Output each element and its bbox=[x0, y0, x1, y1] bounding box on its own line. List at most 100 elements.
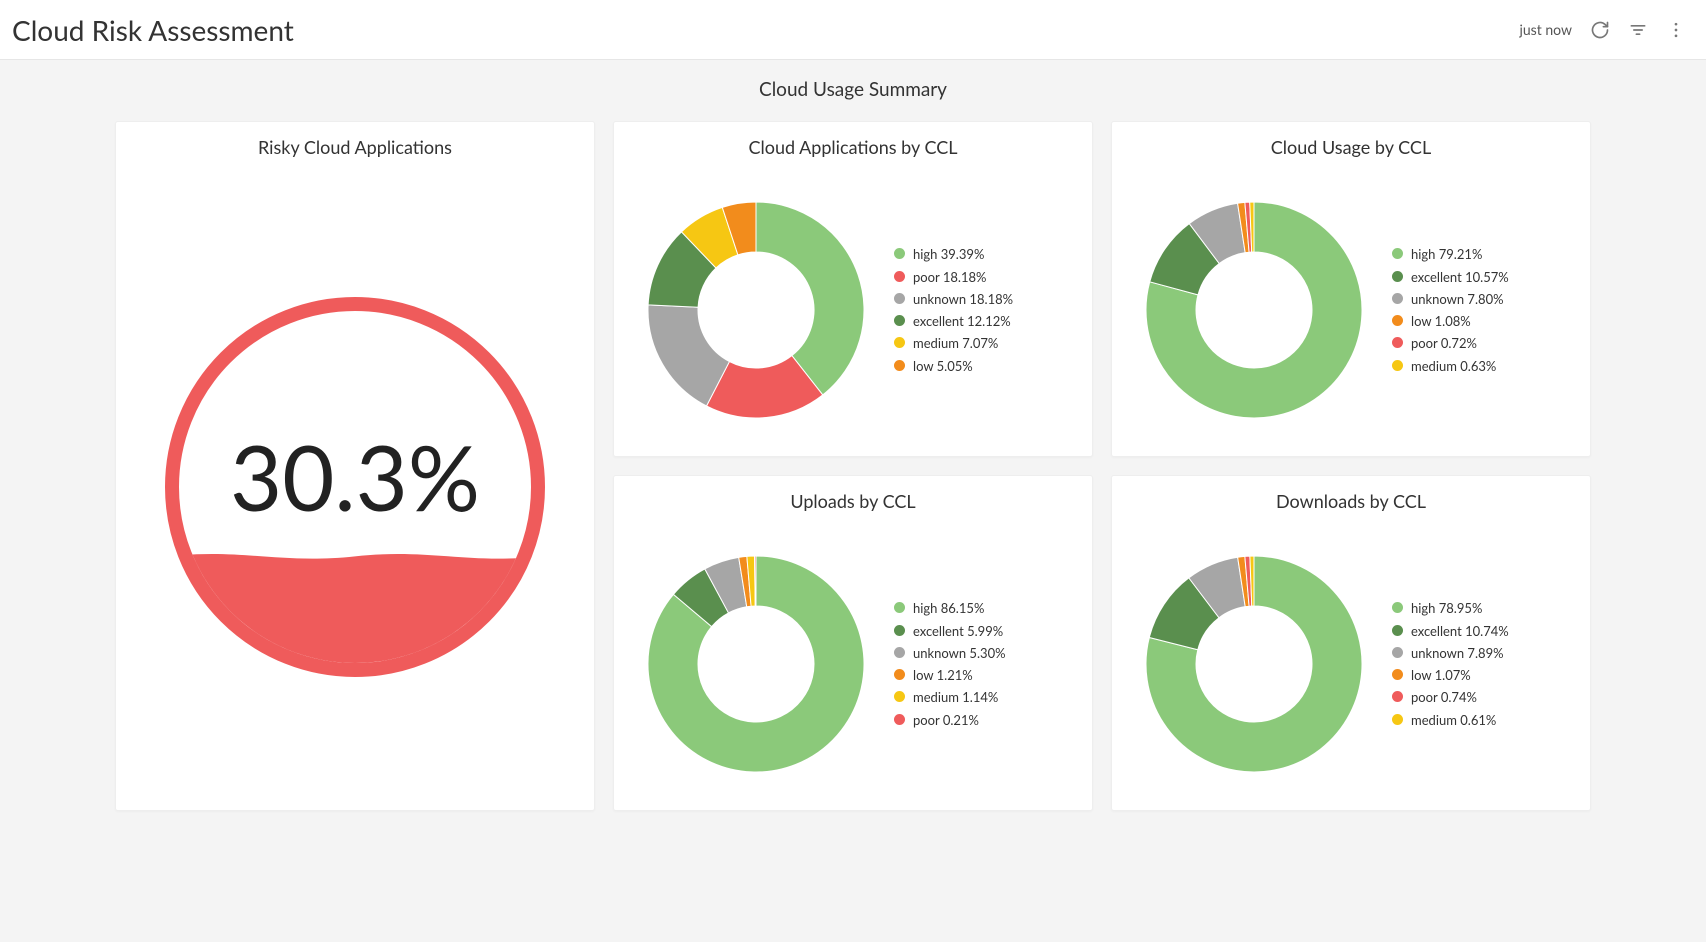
legend-item[interactable]: high 86.15% bbox=[894, 600, 1006, 616]
legend-label: medium 1.14% bbox=[913, 689, 998, 705]
legend-item[interactable]: excellent 10.74% bbox=[1392, 623, 1509, 639]
legend-swatch-icon bbox=[894, 669, 905, 680]
legend-label: low 5.05% bbox=[913, 358, 973, 374]
legend-swatch-icon bbox=[1392, 625, 1403, 636]
card-title: Cloud Usage by CCL bbox=[1112, 122, 1590, 164]
legend-item[interactable]: excellent 5.99% bbox=[894, 623, 1006, 639]
donut-chart-uploads[interactable] bbox=[636, 544, 876, 784]
donut-slice[interactable] bbox=[755, 556, 756, 606]
legend-label: poor 18.18% bbox=[913, 269, 986, 285]
legend-swatch-icon bbox=[894, 360, 905, 371]
legend-item[interactable]: high 79.21% bbox=[1392, 246, 1509, 262]
legend-item[interactable]: low 1.21% bbox=[894, 667, 1006, 683]
legend-label: unknown 7.89% bbox=[1411, 645, 1504, 661]
card-title: Risky Cloud Applications bbox=[116, 122, 594, 164]
dashboard-grid: Risky Cloud Applications 30.3% Cloud App… bbox=[0, 107, 1706, 825]
legend-swatch-icon bbox=[1392, 602, 1403, 613]
page-header: Cloud Risk Assessment just now bbox=[0, 0, 1706, 60]
header-actions: just now bbox=[1520, 20, 1686, 40]
legend-item[interactable]: medium 7.07% bbox=[894, 335, 1013, 351]
risky-gauge-chart[interactable]: 30.3% bbox=[140, 272, 570, 702]
legend-uploads: high 86.15% excellent 5.99% unknown 5.30% l… bbox=[894, 600, 1006, 728]
legend-label: high 86.15% bbox=[913, 600, 984, 616]
legend-label: poor 0.21% bbox=[913, 712, 979, 728]
legend-label: unknown 7.80% bbox=[1411, 291, 1504, 307]
legend-swatch-icon bbox=[1392, 248, 1403, 259]
legend-label: medium 0.61% bbox=[1411, 712, 1496, 728]
legend-item[interactable]: high 39.39% bbox=[894, 246, 1013, 262]
legend-item[interactable]: unknown 7.80% bbox=[1392, 291, 1509, 307]
legend-item[interactable]: poor 0.74% bbox=[1392, 689, 1509, 705]
legend-label: low 1.07% bbox=[1411, 667, 1471, 683]
card-usage-by-ccl: Cloud Usage by CCL high 79.21% excellent … bbox=[1111, 121, 1591, 457]
legend-swatch-icon bbox=[894, 271, 905, 282]
card-body: high 79.21% excellent 10.57% unknown 7.80%… bbox=[1112, 164, 1590, 456]
legend-swatch-icon bbox=[1392, 293, 1403, 304]
legend-swatch-icon bbox=[894, 602, 905, 613]
legend-swatch-icon bbox=[894, 625, 905, 636]
legend-label: unknown 18.18% bbox=[913, 291, 1013, 307]
legend-swatch-icon bbox=[894, 293, 905, 304]
card-body: 30.3% bbox=[116, 164, 594, 810]
card-uploads-by-ccl: Uploads by CCL high 86.15%excellent 5.99… bbox=[613, 475, 1093, 811]
legend-item[interactable]: excellent 10.57% bbox=[1392, 269, 1509, 285]
legend-label: excellent 12.12% bbox=[913, 313, 1011, 329]
legend-item[interactable]: excellent 12.12% bbox=[894, 313, 1013, 329]
legend-label: high 39.39% bbox=[913, 246, 984, 262]
legend-label: high 78.95% bbox=[1411, 600, 1482, 616]
legend-usage: high 79.21% excellent 10.57% unknown 7.80%… bbox=[1392, 246, 1509, 374]
card-body: high 78.95% excellent 10.74% unknown 7.89%… bbox=[1112, 518, 1590, 810]
legend-item[interactable]: poor 0.72% bbox=[1392, 335, 1509, 351]
card-title: Cloud Applications by CCL bbox=[614, 122, 1092, 164]
svg-text:30.3%: 30.3% bbox=[230, 423, 480, 531]
legend-label: excellent 10.57% bbox=[1411, 269, 1509, 285]
section-title: Cloud Usage Summary bbox=[0, 60, 1706, 107]
more-vert-icon[interactable] bbox=[1666, 20, 1686, 40]
legend-label: low 1.21% bbox=[913, 667, 973, 683]
page-title: Cloud Risk Assessment bbox=[12, 13, 1520, 47]
legend-item[interactable]: unknown 7.89% bbox=[1392, 645, 1509, 661]
card-body: high 86.15% excellent 5.99% unknown 5.30% l… bbox=[614, 518, 1092, 810]
legend-item[interactable]: medium 1.14% bbox=[894, 689, 1006, 705]
legend-label: excellent 10.74% bbox=[1411, 623, 1509, 639]
legend-label: poor 0.72% bbox=[1411, 335, 1477, 351]
legend-swatch-icon bbox=[1392, 315, 1403, 326]
donut-chart-downloads[interactable] bbox=[1134, 544, 1374, 784]
legend-downloads: high 78.95% excellent 10.74% unknown 7.89%… bbox=[1392, 600, 1509, 728]
filter-icon[interactable] bbox=[1628, 20, 1648, 40]
refresh-icon[interactable] bbox=[1590, 20, 1610, 40]
legend-swatch-icon bbox=[1392, 271, 1403, 282]
legend-label: poor 0.74% bbox=[1411, 689, 1477, 705]
legend-label: low 1.08% bbox=[1411, 313, 1471, 329]
legend-apps: high 39.39% poor 18.18% unknown 18.18% exce… bbox=[894, 246, 1013, 374]
card-body: high 39.39% poor 18.18% unknown 18.18% exce… bbox=[614, 164, 1092, 456]
legend-item[interactable]: medium 0.61% bbox=[1392, 712, 1509, 728]
legend-item[interactable]: high 78.95% bbox=[1392, 600, 1509, 616]
legend-label: medium 7.07% bbox=[913, 335, 998, 351]
legend-item[interactable]: medium 0.63% bbox=[1392, 358, 1509, 374]
legend-swatch-icon bbox=[1392, 647, 1403, 658]
legend-item[interactable]: unknown 18.18% bbox=[894, 291, 1013, 307]
legend-label: excellent 5.99% bbox=[913, 623, 1003, 639]
card-risky-apps: Risky Cloud Applications 30.3% bbox=[115, 121, 595, 811]
legend-swatch-icon bbox=[894, 691, 905, 702]
donut-chart-usage[interactable] bbox=[1134, 190, 1374, 430]
legend-swatch-icon bbox=[1392, 360, 1403, 371]
donut-chart-apps[interactable] bbox=[636, 190, 876, 430]
legend-item[interactable]: low 1.08% bbox=[1392, 313, 1509, 329]
legend-item[interactable]: low 5.05% bbox=[894, 358, 1013, 374]
legend-swatch-icon bbox=[894, 315, 905, 326]
legend-item[interactable]: poor 18.18% bbox=[894, 269, 1013, 285]
legend-swatch-icon bbox=[1392, 714, 1403, 725]
legend-swatch-icon bbox=[1392, 669, 1403, 680]
card-apps-by-ccl: Cloud Applications by CCL high 39.39% poo… bbox=[613, 121, 1093, 457]
legend-swatch-icon bbox=[894, 647, 905, 658]
legend-item[interactable]: low 1.07% bbox=[1392, 667, 1509, 683]
legend-label: medium 0.63% bbox=[1411, 358, 1496, 374]
legend-item[interactable]: poor 0.21% bbox=[894, 712, 1006, 728]
legend-label: unknown 5.30% bbox=[913, 645, 1006, 661]
legend-label: high 79.21% bbox=[1411, 246, 1482, 262]
legend-item[interactable]: unknown 5.30% bbox=[894, 645, 1006, 661]
card-title: Downloads by CCL bbox=[1112, 476, 1590, 518]
card-downloads-by-ccl: Downloads by CCL high 78.95% excellent 10… bbox=[1111, 475, 1591, 811]
